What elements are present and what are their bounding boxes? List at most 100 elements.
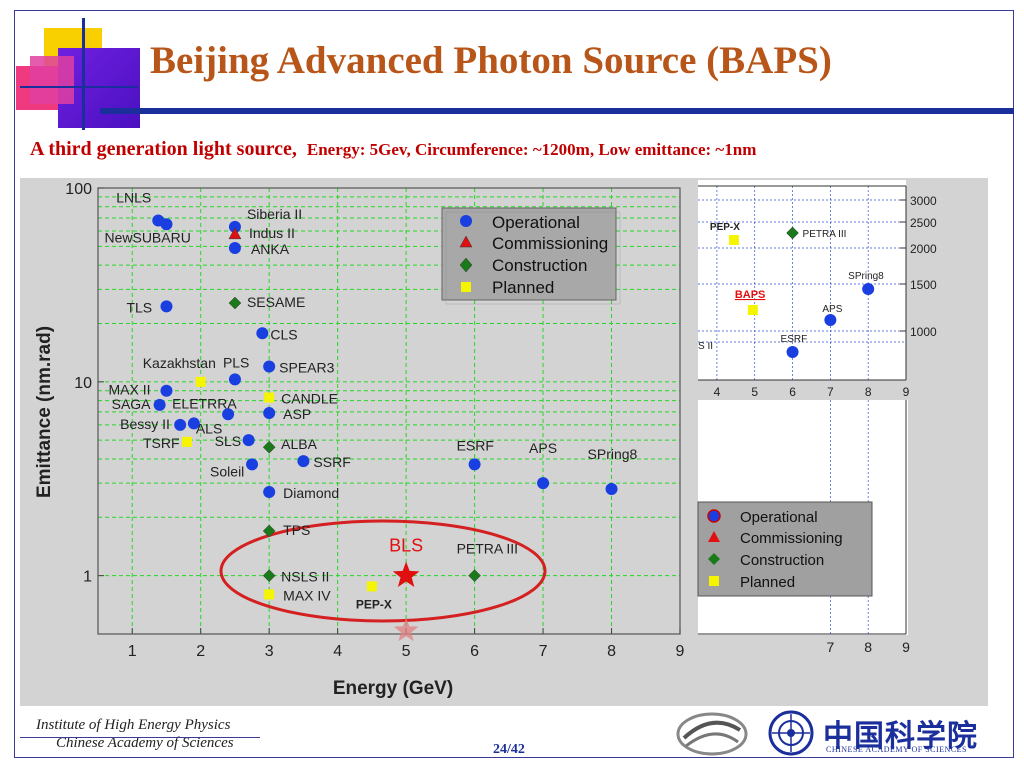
label-eletrra: ELETRRA: [172, 395, 237, 411]
point-asp: [263, 407, 276, 420]
cas-logo-english: CHINESE ACADEMY OF SCIENCES: [826, 745, 967, 754]
slide-frame: [14, 10, 1014, 758]
label-tsrf: TSRF: [143, 435, 180, 451]
x-tick-label-6: 6: [470, 643, 479, 660]
label-asp: ASP: [283, 406, 311, 422]
point-tsrf: [182, 436, 193, 447]
label-ssrf: SSRF: [313, 454, 350, 470]
point-spear3: [263, 360, 276, 373]
x-axis-title: Energy (GeV): [333, 678, 453, 699]
inset-legend-planned-marker: [709, 576, 719, 586]
label-sls: SLS: [215, 433, 241, 449]
inset-point-spring8: [862, 283, 875, 295]
inset-legend-construction-marker: [708, 553, 720, 565]
inset-label-s-ii: S II: [698, 341, 713, 352]
main-ticks: 1 2 3 4 5 6 7 8 9 1 10 100: [65, 181, 684, 660]
inset-right-tick-3000: 3000: [910, 194, 937, 208]
label-bls: BLS: [389, 536, 423, 556]
inset-x-tick-7: 7: [827, 385, 834, 399]
label-lnls: LNLS: [116, 189, 151, 205]
label-petra-iii: PETRA III: [457, 541, 518, 557]
inset-right-tick-1500: 1500: [910, 278, 937, 292]
y-axis-title: Emittance (nm.rad): [34, 326, 55, 498]
inset-ticks: 4 5 6 7 8 9 3000 2500 2000 1500 1000 7 8 9: [714, 194, 937, 655]
inset-x-tick-5: 5: [751, 385, 758, 399]
inset-legend-operational-marker: [707, 509, 721, 523]
label-aps: APS: [529, 440, 557, 456]
point-diamond: [263, 486, 276, 499]
inset-x-tick-6: 6: [789, 385, 796, 399]
slide-title: Beijing Advanced Photon Source (BAPS): [150, 39, 832, 82]
x-tick-label-9: 9: [676, 643, 685, 660]
inset-x-tick-9: 9: [903, 385, 910, 399]
point-bessy-ii: [174, 418, 187, 431]
point-indus-ii: [228, 227, 242, 240]
point-max-ii: [160, 384, 173, 397]
label-alba: ALBA: [281, 436, 317, 452]
inset-legend-commissioning-label: Commissioning: [740, 530, 843, 547]
label-anka: ANKA: [251, 241, 290, 257]
legend-commissioning-marker: [459, 235, 473, 248]
inset-point-esrf: [786, 346, 799, 358]
inset-right-tick-1000: 1000: [910, 325, 937, 339]
label-nsls-ii: NSLS II: [281, 569, 329, 585]
label-spring8: SPring8: [588, 446, 638, 462]
x-tick-label-4: 4: [333, 643, 342, 660]
legend-operational-label: Operational: [492, 213, 580, 232]
inset-label-spring8: SPring8: [848, 271, 884, 282]
point-siberia-ii: [228, 220, 241, 233]
label-indus-ii: Indus II: [249, 225, 295, 241]
inset-lower-x-tick-9: 9: [902, 639, 910, 655]
point-aps: [537, 477, 550, 490]
label-tls: TLS: [126, 299, 152, 315]
point-pls: [228, 373, 241, 386]
label-spear3: SPEAR3: [279, 359, 334, 375]
y-tick-label-10: 10: [74, 375, 92, 392]
point-pep-x: [366, 581, 377, 592]
inset-right-tick-2500: 2500: [910, 216, 937, 230]
label-max-iv: MAX IV: [283, 587, 331, 603]
legend-planned-label: Planned: [492, 278, 554, 297]
point-tls: [160, 300, 173, 313]
point-sesame: [228, 296, 242, 310]
point-kazakhstan: [195, 376, 206, 387]
y-tick-label-1: 1: [83, 569, 92, 586]
point-tps: [262, 524, 276, 538]
point-max-iv: [264, 589, 275, 600]
label-candle: CANDLE: [281, 391, 338, 407]
point-anka: [228, 242, 241, 255]
label-sesame: SESAME: [247, 294, 305, 310]
x-tick-label-3: 3: [265, 643, 274, 660]
point-eletrra: [222, 408, 235, 421]
inset-legend-box: [697, 501, 873, 597]
label-esrf: ESRF: [457, 437, 494, 453]
inset-label-pep-x: PEP-X: [710, 222, 740, 233]
inset-right-tick-2000: 2000: [910, 242, 937, 256]
label-soleil: Soleil: [210, 463, 244, 479]
main-legend: Operational Commissioning Construction P…: [441, 207, 621, 305]
label-tps: TPS: [283, 522, 310, 538]
main-points: [152, 214, 618, 642]
label-max-ii: MAX II: [108, 382, 150, 398]
point-petra-iii: [468, 569, 481, 583]
inset-label-baps: BAPS: [735, 289, 766, 301]
label-siberia-ii: Siberia II: [247, 206, 302, 222]
x-tick-label-2: 2: [196, 643, 205, 660]
point-als: [187, 417, 200, 430]
inset-point-aps: [824, 314, 837, 326]
subtitle: A third generation light source, Energy:…: [30, 138, 756, 161]
inset-legend-commissioning-marker: [708, 531, 720, 542]
label-diamond: Diamond: [283, 485, 339, 501]
bls-star-icon: [392, 561, 420, 587]
label-newsubaru: NewSUBARU: [104, 229, 190, 245]
point-esrf: [468, 458, 481, 471]
footer-divider: [20, 737, 260, 738]
inset-lower-x-tick-8: 8: [864, 639, 872, 655]
inset-x-tick-8: 8: [865, 385, 872, 399]
cas-seal-icon: [768, 710, 814, 756]
legend-operational-marker: [460, 215, 472, 227]
institute-line2: Chinese Academy of Sciences: [56, 735, 234, 751]
point-ssrf: [297, 455, 310, 468]
deco-horizontal-line: [20, 86, 138, 88]
